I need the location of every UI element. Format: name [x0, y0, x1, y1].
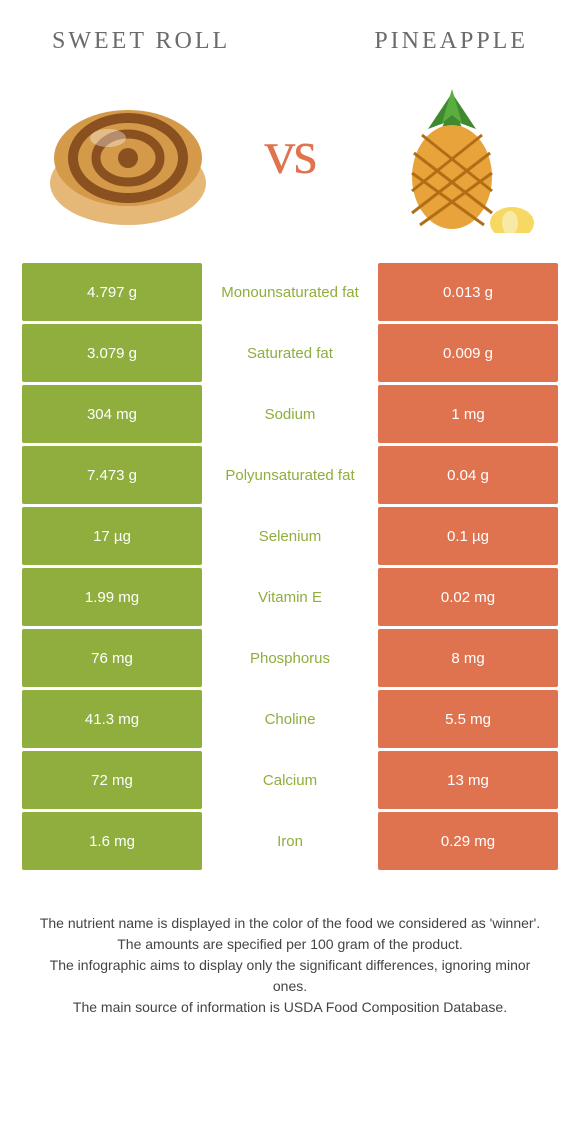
- table-row: 72 mgCalcium13 mg: [22, 751, 558, 809]
- right-value-cell: 0.013 g: [378, 263, 558, 321]
- pineapple-image: [352, 73, 552, 233]
- left-value-cell: 304 mg: [22, 385, 202, 443]
- right-value-cell: 0.009 g: [378, 324, 558, 382]
- nutrient-label: Monounsaturated fat: [205, 263, 375, 321]
- comparison-table: 4.797 gMonounsaturated fat0.013 g3.079 g…: [22, 263, 558, 870]
- left-food-title: Sweet roll: [52, 28, 230, 55]
- left-value-cell: 72 mg: [22, 751, 202, 809]
- sweet-roll-image: [28, 73, 228, 233]
- right-value-cell: 0.29 mg: [378, 812, 558, 870]
- table-row: 304 mgSodium1 mg: [22, 385, 558, 443]
- table-row: 17 µgSelenium0.1 µg: [22, 507, 558, 565]
- right-value-cell: 13 mg: [378, 751, 558, 809]
- nutrient-label: Polyunsaturated fat: [205, 446, 375, 504]
- left-value-cell: 41.3 mg: [22, 690, 202, 748]
- nutrient-label: Phosphorus: [205, 629, 375, 687]
- nutrient-label: Choline: [205, 690, 375, 748]
- images-row: vs: [22, 73, 558, 263]
- left-value-cell: 4.797 g: [22, 263, 202, 321]
- right-value-cell: 8 mg: [378, 629, 558, 687]
- nutrient-label: Selenium: [205, 507, 375, 565]
- left-value-cell: 1.6 mg: [22, 812, 202, 870]
- table-row: 4.797 gMonounsaturated fat0.013 g: [22, 263, 558, 321]
- footer-line: The main source of information is USDA F…: [38, 997, 542, 1018]
- left-value-cell: 17 µg: [22, 507, 202, 565]
- table-row: 41.3 mgCholine5.5 mg: [22, 690, 558, 748]
- nutrient-label: Saturated fat: [205, 324, 375, 382]
- footer-line: The infographic aims to display only the…: [38, 955, 542, 997]
- right-value-cell: 5.5 mg: [378, 690, 558, 748]
- left-value-cell: 7.473 g: [22, 446, 202, 504]
- nutrient-label: Iron: [205, 812, 375, 870]
- footer-notes: The nutrient name is displayed in the co…: [22, 873, 558, 1018]
- table-row: 7.473 gPolyunsaturated fat0.04 g: [22, 446, 558, 504]
- right-value-cell: 1 mg: [378, 385, 558, 443]
- header-row: Sweet roll Pineapple: [22, 28, 558, 73]
- nutrient-label: Vitamin E: [205, 568, 375, 626]
- page-container: Sweet roll Pineapple vs: [0, 0, 580, 1018]
- table-row: 1.6 mgIron0.29 mg: [22, 812, 558, 870]
- footer-line: The nutrient name is displayed in the co…: [38, 913, 542, 934]
- nutrient-label: Sodium: [205, 385, 375, 443]
- right-value-cell: 0.04 g: [378, 446, 558, 504]
- vs-text: vs: [264, 118, 315, 189]
- left-value-cell: 1.99 mg: [22, 568, 202, 626]
- right-value-cell: 0.1 µg: [378, 507, 558, 565]
- right-value-cell: 0.02 mg: [378, 568, 558, 626]
- nutrient-label: Calcium: [205, 751, 375, 809]
- footer-line: The amounts are specified per 100 gram o…: [38, 934, 542, 955]
- table-row: 3.079 gSaturated fat0.009 g: [22, 324, 558, 382]
- right-food-title: Pineapple: [374, 28, 528, 55]
- left-value-cell: 76 mg: [22, 629, 202, 687]
- table-row: 1.99 mgVitamin E0.02 mg: [22, 568, 558, 626]
- left-value-cell: 3.079 g: [22, 324, 202, 382]
- table-row: 76 mgPhosphorus8 mg: [22, 629, 558, 687]
